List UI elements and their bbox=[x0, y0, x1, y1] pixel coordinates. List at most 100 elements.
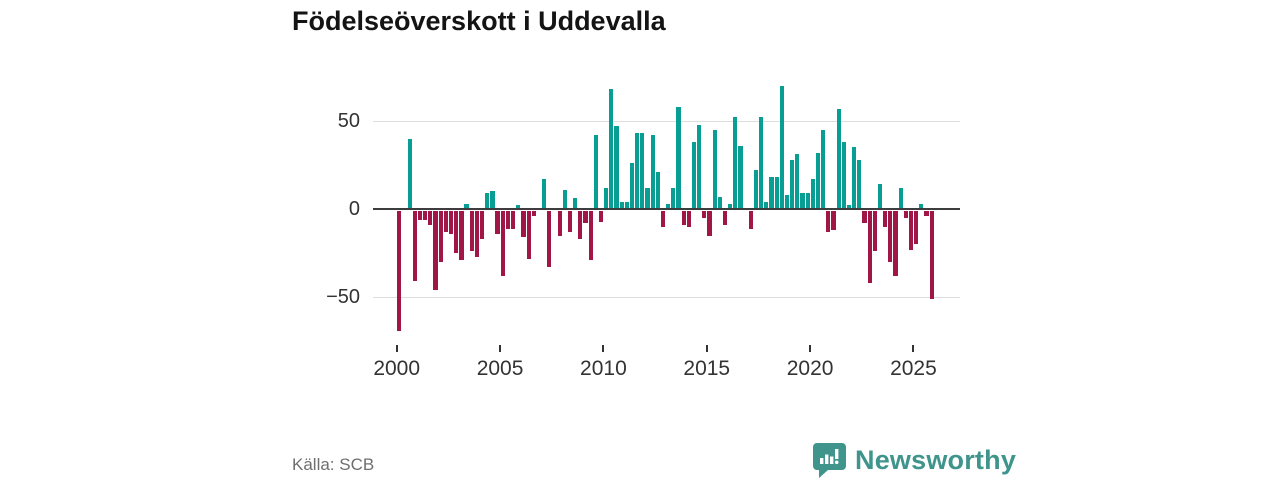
bar-positive bbox=[769, 177, 774, 209]
bar-positive bbox=[919, 203, 924, 209]
y-axis-label: 50 bbox=[337, 110, 360, 132]
x-axis-tick-2025 bbox=[912, 345, 915, 352]
bar-negative bbox=[707, 211, 712, 236]
bar-negative bbox=[521, 211, 526, 238]
bar-negative bbox=[888, 211, 893, 263]
bar-negative bbox=[505, 211, 510, 229]
bar-chart-speech-bubble-icon bbox=[813, 442, 846, 478]
bar-positive bbox=[542, 179, 547, 209]
bar-positive bbox=[619, 201, 624, 209]
bar-negative bbox=[903, 211, 908, 219]
bar-positive bbox=[624, 201, 629, 209]
bar-negative bbox=[443, 211, 448, 233]
bar-positive bbox=[629, 163, 635, 209]
bar-positive bbox=[759, 117, 764, 209]
x-axis-label: 2025 bbox=[890, 357, 937, 380]
bar-negative bbox=[578, 211, 583, 240]
bar-negative bbox=[438, 211, 443, 263]
bar-positive bbox=[645, 187, 650, 209]
bar-negative bbox=[722, 211, 728, 226]
x-axis-tick-2020 bbox=[809, 345, 812, 352]
bar-positive bbox=[485, 193, 490, 209]
bar-positive bbox=[697, 124, 702, 209]
bar-positive bbox=[671, 187, 676, 209]
bar-negative bbox=[748, 211, 753, 229]
bar-positive bbox=[676, 106, 681, 209]
bar-negative bbox=[428, 211, 433, 226]
bar-positive bbox=[821, 129, 826, 209]
bar-positive bbox=[753, 170, 759, 209]
bar-positive bbox=[857, 159, 862, 209]
bar-positive bbox=[764, 201, 769, 209]
bar-negative bbox=[510, 211, 516, 229]
bar-negative bbox=[479, 211, 485, 240]
x-axis-tick-2000 bbox=[395, 345, 398, 352]
bar-positive bbox=[655, 172, 660, 209]
x-axis-tick-2015 bbox=[705, 345, 708, 352]
bar-negative bbox=[417, 211, 423, 220]
bar-positive bbox=[779, 85, 784, 209]
bar-positive bbox=[841, 142, 846, 209]
bar-negative bbox=[831, 211, 836, 231]
bar-positive bbox=[733, 117, 738, 209]
bar-positive bbox=[738, 145, 743, 209]
bar-positive bbox=[573, 198, 578, 209]
bar-negative bbox=[583, 211, 588, 224]
x-axis-tick-2010 bbox=[602, 345, 605, 352]
bar-negative bbox=[908, 211, 914, 250]
bar-negative bbox=[686, 211, 691, 227]
bar-positive bbox=[898, 187, 903, 209]
bar-positive bbox=[815, 152, 821, 209]
bar-negative bbox=[872, 211, 877, 252]
bar-negative bbox=[660, 211, 666, 227]
bar-positive bbox=[490, 191, 495, 209]
bar-positive bbox=[609, 89, 614, 209]
y-axis-label: −50 bbox=[326, 286, 360, 308]
bar-positive bbox=[805, 193, 810, 209]
bar-negative bbox=[826, 211, 831, 233]
bar-negative bbox=[423, 211, 428, 220]
bar-positive bbox=[800, 193, 805, 209]
bar-positive bbox=[836, 108, 841, 209]
bar-negative bbox=[893, 211, 898, 277]
bar-negative bbox=[914, 211, 919, 245]
bar-positive bbox=[846, 205, 852, 209]
x-axis-label: 2015 bbox=[683, 357, 731, 380]
bar-negative bbox=[862, 211, 867, 224]
bar-negative bbox=[883, 211, 888, 227]
bar-positive bbox=[593, 135, 598, 209]
bar-positive bbox=[464, 203, 469, 209]
bar-positive bbox=[635, 133, 640, 209]
bar-positive bbox=[795, 154, 800, 209]
bar-negative bbox=[702, 211, 707, 219]
newsworthy-logo: Newsworthy bbox=[813, 442, 1016, 478]
bar-positive bbox=[712, 129, 717, 209]
bar-positive bbox=[407, 138, 412, 209]
y-axis-label: 0 bbox=[348, 198, 360, 220]
x-axis-label: 2010 bbox=[580, 357, 627, 380]
bar-negative bbox=[459, 211, 464, 261]
bar-positive bbox=[784, 194, 790, 209]
bar-negative bbox=[598, 211, 604, 222]
bar-positive bbox=[877, 184, 883, 209]
bar-negative bbox=[929, 211, 934, 299]
bar-negative bbox=[397, 211, 402, 331]
bar-negative bbox=[681, 211, 686, 226]
bar-negative bbox=[924, 211, 929, 217]
bar-negative bbox=[469, 211, 474, 252]
bar-positive bbox=[774, 177, 779, 209]
source-attribution: Källa: SCB bbox=[292, 455, 375, 474]
bar-negative bbox=[454, 211, 459, 254]
bar-negative bbox=[412, 211, 417, 282]
bar-negative bbox=[867, 211, 872, 284]
gridline-y-50 bbox=[373, 121, 960, 122]
bar-positive bbox=[717, 196, 722, 209]
x-axis-zero-line bbox=[373, 208, 960, 210]
bar-negative bbox=[495, 211, 500, 234]
gridline-y--50 bbox=[373, 297, 960, 298]
bar-positive bbox=[604, 187, 609, 209]
bar-positive bbox=[614, 126, 619, 209]
x-axis-label: 2005 bbox=[476, 357, 524, 380]
bar-negative bbox=[448, 211, 454, 234]
bar-negative bbox=[557, 211, 562, 236]
